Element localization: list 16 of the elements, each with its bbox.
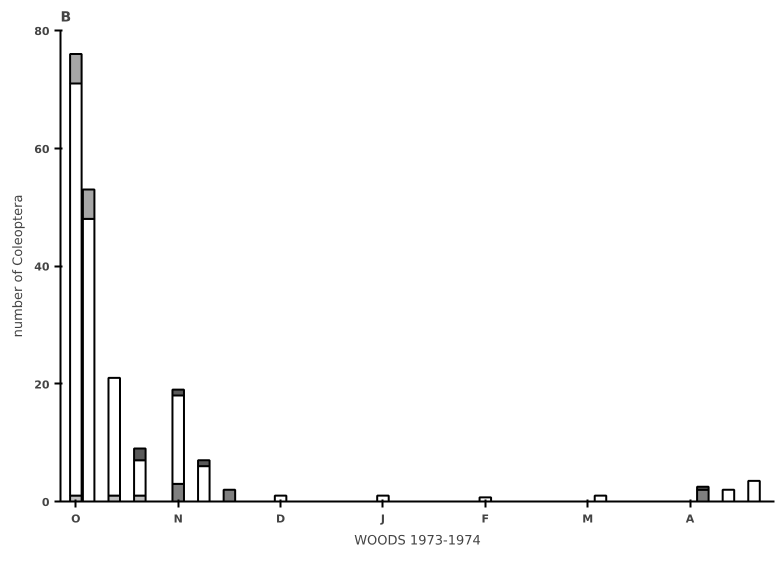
x-tick-label: A [686,512,695,526]
x-tick-label: O [71,512,81,526]
x-tick-label: N [174,512,183,526]
x-tick-label: D [276,512,286,526]
y-tick-label: 80 [34,25,50,38]
x-tick-label: M [582,512,594,526]
chart-title: B [60,10,72,26]
y-tick-label: 40 [34,260,50,274]
x-tick-label: J [380,512,385,526]
x-tick-label: F [482,512,490,526]
y-tick-label: 0 [42,496,50,509]
bar [107,376,121,497]
y-tick-label: 60 [34,142,50,156]
x-axis-title: WOODS 1973-1974 [354,534,481,548]
y-axis-title: number of Coleoptera [11,194,26,338]
y-tick-label: 20 [34,378,50,392]
